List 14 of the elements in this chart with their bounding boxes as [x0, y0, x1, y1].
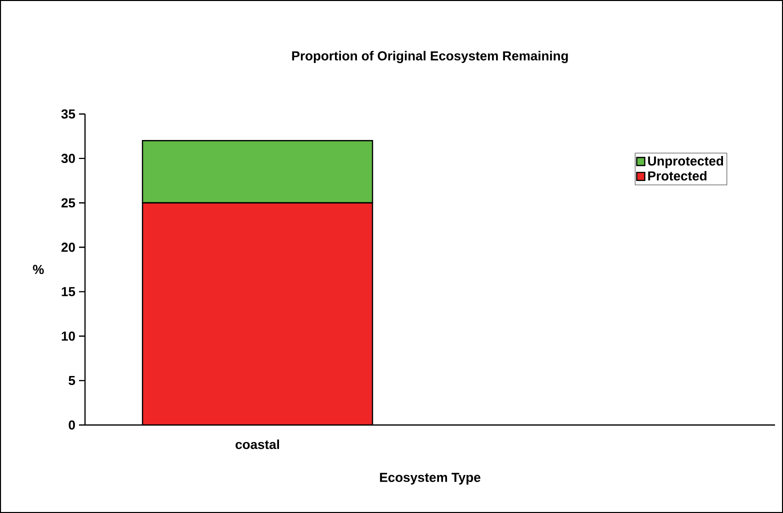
y-tick-label: 25 — [61, 198, 76, 208]
chart-title: Proportion of Original Ecosystem Remaining — [292, 50, 568, 64]
x-tick-label: coastal — [236, 440, 279, 450]
legend-label: Unprotected — [648, 156, 724, 168]
y-tick-label: 10 — [62, 332, 75, 341]
y-tick-label: 20 — [61, 242, 75, 252]
x-axis-title: Ecosystem Type — [380, 472, 480, 485]
legend-label: Protected — [648, 170, 706, 181]
y-tick-label: 0 — [68, 420, 75, 430]
y-tick-label: 15 — [62, 287, 76, 296]
y-tick-label: 35 — [61, 109, 76, 119]
y-axis-title: % — [32, 264, 44, 274]
y-tick-label: 30 — [61, 154, 75, 164]
y-tick-label: 5 — [68, 376, 76, 386]
